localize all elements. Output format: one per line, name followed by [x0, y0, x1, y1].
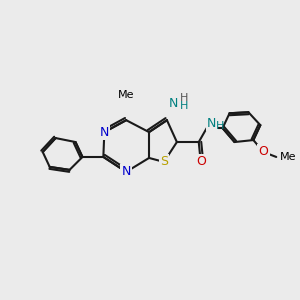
Text: N: N — [207, 117, 216, 130]
Text: H: H — [180, 93, 188, 103]
Text: Me: Me — [118, 90, 134, 100]
Text: N: N — [122, 165, 131, 178]
Text: N: N — [100, 126, 109, 139]
Text: N: N — [169, 97, 178, 110]
Text: H: H — [180, 101, 188, 111]
Text: S: S — [160, 155, 168, 168]
Text: O: O — [258, 146, 268, 158]
Text: Me: Me — [280, 152, 297, 162]
Text: H: H — [215, 121, 224, 131]
Text: O: O — [196, 155, 206, 168]
